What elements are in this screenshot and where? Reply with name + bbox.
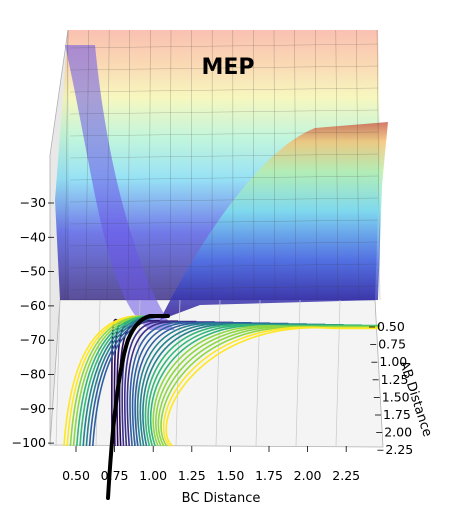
grid-line-horizontal (69, 175, 379, 181)
ridge-surface (160, 122, 388, 320)
contour-line (139, 323, 326, 447)
grid-line-horizontal (69, 65, 379, 71)
grid-line-vertical (148, 29, 151, 301)
z-tick-label: −40 (20, 229, 46, 244)
contour-line (129, 321, 252, 447)
grid-line-vertical (127, 29, 130, 301)
grid-line-horizontal (69, 197, 379, 203)
contour-line (123, 320, 215, 447)
grid-line-horizontal (69, 285, 379, 291)
grid-line-vertical (315, 29, 318, 301)
contour-line (152, 325, 380, 447)
z-tick-label: −80 (20, 367, 46, 382)
z-tick-label: −30 (20, 195, 46, 210)
contour-line (72, 315, 144, 447)
z-tick-label: −70 (20, 332, 46, 347)
y-tick-label: 0.75 (378, 337, 406, 352)
contour-line (142, 323, 344, 447)
contour-line (76, 315, 147, 447)
grid-line-vertical (294, 29, 297, 301)
grid-line-horizontal (69, 87, 379, 93)
contour-line (66, 315, 138, 447)
z-tick-label: −50 (20, 264, 46, 279)
x-tick-label: 1.75 (255, 468, 283, 483)
valley-surface (65, 45, 175, 330)
mep-path-layer (106, 314, 170, 500)
contour-line (162, 326, 380, 447)
contour-line (92, 315, 163, 447)
grid-line-vertical (169, 29, 172, 301)
z-tick-label: −60 (20, 298, 46, 313)
mep-path (106, 314, 170, 500)
x-tick-label: 1.25 (178, 468, 206, 483)
x-axis-ticks: 0.50 0.75 1.00 1.25 1.50 1.75 2.00 2.25 (62, 446, 360, 483)
grid-line-vertical (106, 29, 110, 301)
y-tick-label: 1.75 (383, 407, 411, 422)
contour-line (157, 325, 380, 447)
y-tick-label: 0.50 (377, 319, 405, 334)
contour-line (155, 325, 380, 447)
x-tick-label: 1.50 (216, 468, 244, 483)
x-tick-label: 2.25 (332, 468, 360, 483)
z-axis-ticks: −30 −40 −50 −60 −70 −80 −90 −100 (12, 195, 54, 450)
contour-line (165, 326, 380, 447)
floor-grid-line (95, 299, 101, 447)
grid-line-vertical (273, 29, 276, 301)
y-tick-label: 2.00 (384, 425, 412, 440)
x-tick-label: 0.75 (101, 468, 129, 483)
grid-line-vertical (64, 29, 69, 301)
contour-line (137, 322, 307, 447)
grid-line-horizontal (69, 153, 379, 159)
grid-line-horizontal (69, 43, 379, 49)
contour-line (160, 326, 380, 447)
grid-line-vertical (356, 29, 360, 301)
grid-line-vertical (253, 29, 255, 301)
grid-line-horizontal (69, 109, 379, 115)
y-tick-label: 1.50 (382, 389, 410, 404)
contour-line (147, 324, 380, 447)
grid-line-vertical (335, 29, 339, 301)
y-tick-label: 2.25 (385, 442, 413, 457)
z-tick-label: −100 (12, 435, 46, 450)
grid-line-vertical (376, 29, 381, 301)
contour-line (144, 323, 362, 447)
grid-line-vertical (190, 29, 192, 301)
x-tick-label: 1.00 (139, 468, 167, 483)
x-tick-label: 0.50 (62, 468, 90, 483)
x-tick-label: 2.00 (294, 468, 322, 483)
contour-line (63, 315, 135, 447)
contour-line (126, 321, 234, 447)
contour-line (149, 324, 380, 447)
x-axis-label: BC Distance (182, 491, 261, 506)
y-tick-label: 1.00 (379, 354, 407, 369)
grid-line-horizontal (69, 263, 379, 269)
y-axis-ticks: 0.50 0.75 1.00 1.25 1.50 1.75 2.00 2.25 (369, 319, 413, 457)
grid-line-vertical (85, 29, 89, 301)
chart-title: MEP (201, 55, 254, 80)
z-tick-label: −90 (20, 401, 46, 416)
grid-line-horizontal (69, 219, 379, 225)
grid-line-horizontal (69, 131, 379, 137)
contour-line (69, 315, 141, 447)
grid-line-horizontal (69, 241, 379, 247)
floor-grid-line (55, 299, 61, 447)
y-tick-label: 1.25 (381, 372, 409, 387)
contour-line (79, 315, 151, 447)
